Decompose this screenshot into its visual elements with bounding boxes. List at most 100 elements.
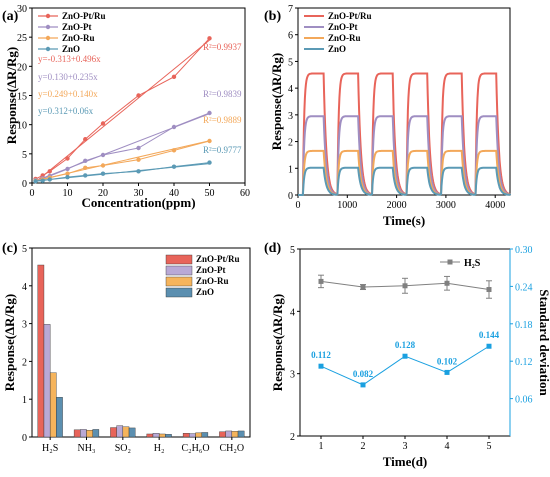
data-point — [402, 283, 408, 289]
legend-marker — [45, 35, 51, 41]
x-tick-label: 1000 — [337, 200, 357, 211]
data-point — [171, 164, 177, 169]
y-tick-label: 7 — [288, 4, 293, 15]
data-point — [207, 110, 212, 116]
fit-equation: y=0.249+0.140x — [38, 89, 98, 99]
bar — [225, 430, 233, 438]
bar — [116, 425, 124, 438]
data-point — [100, 152, 106, 158]
x-tick-label: 40 — [169, 188, 179, 199]
bar — [195, 432, 202, 438]
data-point — [136, 145, 141, 151]
legend-label: ZnO-Pt — [328, 22, 358, 32]
data-point — [207, 160, 212, 165]
x-tick-label: 1 — [319, 441, 324, 452]
y-axis-label: Response(∆R/Rg) — [269, 53, 284, 151]
y-tick-label: 0 — [288, 191, 293, 202]
y-tick-label: 5 — [288, 57, 293, 68]
y2-tick-label: 0.30 — [515, 245, 533, 256]
panel-label: (d) — [264, 241, 281, 256]
y2-tick-label: 0.06 — [515, 395, 533, 406]
data-point — [33, 179, 38, 184]
r-squared-label: R²=0.9889 — [203, 115, 242, 125]
data-point — [171, 124, 177, 130]
legend-label: ZnO-Pt/Ru — [62, 11, 106, 21]
y-tick-label: 5 — [22, 244, 27, 255]
y-axis-label: Response(∆R/Rg) — [270, 294, 285, 392]
y2-tick-label: 0.12 — [515, 357, 533, 368]
response-curve — [298, 166, 511, 196]
data-point — [100, 163, 106, 168]
x-tick-label: 50 — [205, 188, 215, 199]
bar — [182, 433, 190, 438]
std-dev-line — [320, 345, 490, 386]
y-tick-label: 25 — [17, 33, 27, 44]
y-tick-label: 6 — [288, 31, 293, 42]
x-tick-label: 2 — [361, 441, 366, 452]
y-tick-label: 3 — [288, 111, 293, 122]
data-point — [40, 178, 45, 183]
legend-label: ZnO-Ru — [196, 276, 229, 286]
panel-d: 1 2 3 4 5 2 3 4 5 0.06 0.12 0.18 0.24 0.30 (d) Time(d) R… — [264, 241, 550, 469]
data-point — [318, 278, 324, 284]
fit-equation: y=-0.313+0.496x — [38, 54, 101, 64]
data-point — [136, 169, 141, 174]
category-label: H₂S — [42, 443, 58, 454]
bar — [80, 429, 87, 438]
x-tick-label: 3000 — [436, 200, 456, 211]
y-tick-label: 1 — [22, 395, 27, 406]
legend-label: ZnO-Ru — [328, 33, 361, 43]
legend-marker — [447, 259, 453, 265]
std-dev-point — [486, 343, 492, 349]
bar — [49, 372, 57, 438]
bar — [165, 434, 172, 438]
bar — [122, 426, 130, 438]
category-label: NH₃ — [78, 443, 96, 454]
fit-equation: y=0.312+0.06x — [38, 106, 94, 116]
legend-label: ZnO-Pt/Ru — [196, 254, 240, 264]
std-dev-point — [402, 353, 408, 359]
std-dev-value-label: 0.112 — [311, 350, 331, 360]
legend-swatch — [165, 254, 193, 265]
bar — [189, 433, 196, 438]
std-dev-value-label: 0.102 — [437, 356, 458, 366]
x-tick-label: 0 — [296, 200, 301, 211]
std-dev-value-label: 0.128 — [395, 340, 416, 350]
y-tick-label: 0 — [22, 433, 27, 444]
panel-b: 0 1000 2000 3000 4000 0 1 2 3 4 5 6 7 (b) Time(s) Respo… — [264, 4, 511, 228]
x-axis-label: Concentration(ppm) — [81, 195, 195, 210]
y-tick-label: 4 — [288, 84, 293, 95]
std-dev-point — [360, 382, 366, 388]
bar — [219, 431, 226, 438]
data-point — [47, 169, 52, 174]
x-tick-label: 10 — [63, 188, 73, 199]
legend-label: H₂S — [464, 258, 481, 269]
data-point — [486, 287, 492, 293]
y-tick-label: 15 — [17, 92, 27, 103]
data-point — [83, 173, 88, 178]
x-tick-label: 4000 — [485, 200, 505, 211]
x-tick-label: 3 — [403, 441, 408, 452]
x-tick-label: 30 — [134, 188, 144, 199]
y2-tick-label: 0.18 — [515, 320, 533, 331]
data-point — [136, 157, 141, 162]
y-tick-label: 5 — [290, 245, 295, 256]
x-tick-label: 0 — [30, 188, 35, 199]
data-point — [444, 280, 450, 286]
legend-label: ZnO — [62, 44, 80, 54]
panel-c: 0 1 2 3 4 5 (c) Response(∆R/Rg) H₂S NH₃ SO₂ H₂ C₂H₆O… — [2, 241, 251, 454]
data-point — [100, 171, 106, 176]
fit-equation: y=0.130+0.235x — [38, 72, 98, 82]
data-point — [65, 171, 70, 176]
category-label: C₂H₆O — [181, 443, 209, 454]
data-point — [171, 148, 177, 153]
x-tick-label: 2000 — [387, 200, 407, 211]
panel-label: (b) — [264, 9, 281, 24]
data-point — [207, 36, 212, 41]
bar — [92, 429, 100, 438]
y-axis-label: Response(∆R/Rg) — [4, 47, 19, 145]
std-dev-point — [444, 369, 450, 375]
bar — [56, 397, 63, 438]
std-dev-point — [318, 363, 324, 369]
y-tick-label: 3 — [22, 320, 27, 331]
